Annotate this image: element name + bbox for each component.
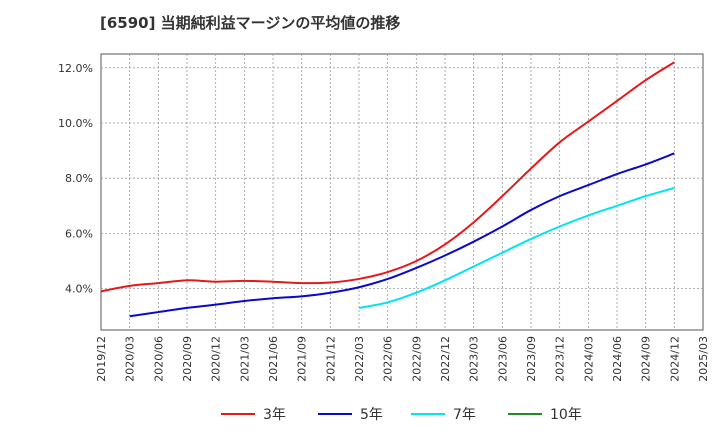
x-tick-label: 2025/03 bbox=[697, 336, 710, 382]
x-tick-label: 2020/03 bbox=[124, 336, 137, 382]
x-tick-label: 2021/12 bbox=[324, 336, 337, 382]
legend-label-1: 3年 bbox=[263, 407, 286, 423]
x-tick-label: 2021/03 bbox=[238, 336, 251, 382]
legend-label-2: 5年 bbox=[360, 407, 383, 423]
grid-y bbox=[101, 67, 703, 290]
x-tick-label: 2021/06 bbox=[267, 336, 280, 382]
series-line-3 bbox=[358, 186, 675, 309]
x-tick-label: 2023/09 bbox=[525, 336, 538, 382]
legend-label-3: 7年 bbox=[453, 407, 476, 423]
legend-label-4: 10年 bbox=[550, 407, 582, 423]
x-tick-label: 2023/03 bbox=[468, 336, 481, 382]
x-tick-label: 2020/12 bbox=[210, 336, 223, 382]
x-tick-label: 2022/06 bbox=[382, 336, 395, 382]
series-line-2 bbox=[129, 152, 675, 318]
x-tick-label: 2022/12 bbox=[439, 336, 452, 382]
x-tick-label: 2021/09 bbox=[296, 336, 309, 382]
series-line-1 bbox=[100, 61, 675, 293]
x-tick-label: 2019/12 bbox=[95, 336, 108, 382]
x-tick-label: 2022/03 bbox=[353, 336, 366, 382]
grid-x bbox=[129, 54, 675, 330]
x-tick-label: 2023/06 bbox=[496, 336, 509, 382]
x-tick-label: 2020/06 bbox=[152, 336, 165, 382]
y-tick-label: 12.0% bbox=[58, 62, 93, 75]
chart-title: [6590] 当期純利益マージンの平均値の推移 bbox=[100, 14, 401, 32]
y-tick-label: 4.0% bbox=[65, 283, 93, 296]
x-tick-label: 2024/12 bbox=[668, 336, 681, 382]
y-tick-label: 10.0% bbox=[58, 117, 93, 130]
x-tick-label: 2022/09 bbox=[410, 336, 423, 382]
series-lines bbox=[100, 61, 675, 318]
x-tick-label: 2024/09 bbox=[640, 336, 653, 382]
legend: 3年 5年 7年 10年 bbox=[221, 407, 582, 423]
x-tick-label: 2024/03 bbox=[582, 336, 595, 382]
x-tick-labels: 2019/12 2020/03 2020/06 2020/09 2020/12 2021/… bbox=[95, 336, 710, 382]
y-tick-labels: 4.0% 6.0% 8.0% 10.0% 12.0% bbox=[58, 62, 93, 296]
y-tick-label: 8.0% bbox=[65, 172, 93, 185]
y-tick-label: 6.0% bbox=[65, 227, 93, 240]
x-tick-label: 2020/09 bbox=[181, 336, 194, 382]
plot-area bbox=[100, 53, 704, 331]
x-tick-label: 2023/12 bbox=[554, 336, 567, 382]
x-tick-label: 2024/06 bbox=[611, 336, 624, 382]
